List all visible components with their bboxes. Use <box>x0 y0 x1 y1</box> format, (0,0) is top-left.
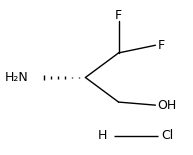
Text: F: F <box>157 39 164 52</box>
Text: Cl: Cl <box>161 129 173 142</box>
Text: H: H <box>98 129 108 142</box>
Text: H₂N: H₂N <box>4 71 28 84</box>
Text: OH: OH <box>157 99 177 112</box>
Text: F: F <box>115 9 122 22</box>
